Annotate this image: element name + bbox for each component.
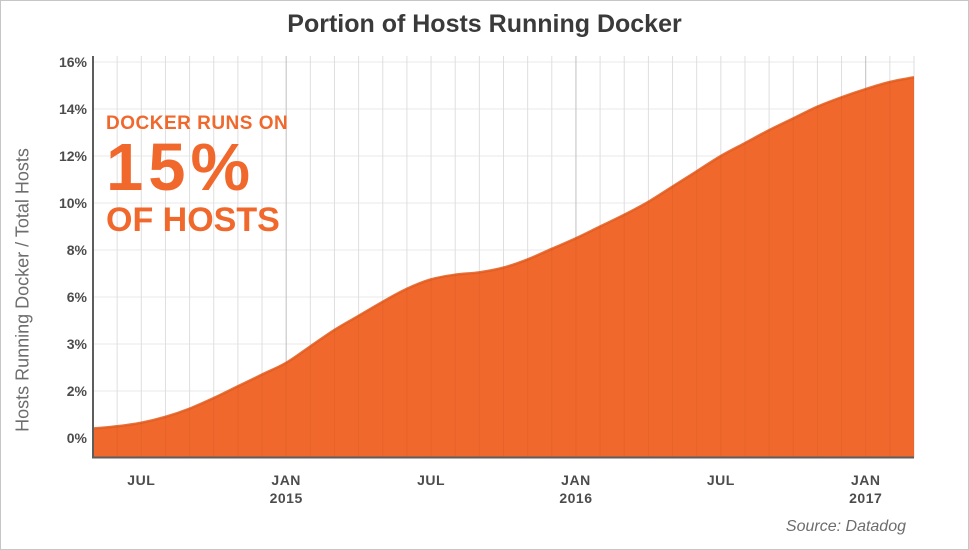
- source-note: Source: Datadog: [785, 518, 906, 535]
- y-axis-tick-label: 12%: [58, 148, 87, 164]
- x-tick-year: 2015: [269, 490, 303, 506]
- annotation-docker-runs-on: DOCKER RUNS ON: [106, 113, 289, 134]
- y-axis-tick-label: 14%: [58, 101, 87, 117]
- callout-annotation: DOCKER RUNS ON 15% OF HOSTS: [106, 113, 288, 239]
- x-axis-tick-label: JUL: [127, 471, 155, 489]
- y-axis-tick-label: 2%: [66, 383, 87, 399]
- x-tick-month: JAN: [561, 472, 591, 488]
- x-tick-month: JAN: [850, 472, 881, 488]
- annotation-15-percent: 15%: [106, 130, 256, 205]
- x-tick-year: 2016: [559, 490, 593, 506]
- x-axis-tick-label: JAN 2017: [849, 471, 882, 507]
- x-tick-year: 2017: [849, 490, 883, 506]
- annotation-of-hosts: OF HOSTS: [106, 201, 280, 239]
- docker-share-area-edge: [92, 76, 915, 430]
- x-tick-month: JUL: [127, 472, 156, 488]
- chart-title: Portion of Hosts Running Docker: [287, 10, 682, 38]
- x-axis-tick-label: JAN 2015: [270, 471, 303, 507]
- y-axis-tick-label: 16%: [58, 54, 87, 70]
- x-axis-tick-label: JUL: [417, 471, 445, 489]
- y-axis-tick-label: 8%: [66, 242, 87, 258]
- x-tick-month: JAN: [271, 472, 301, 488]
- x-axis-tick-label: JAN 2016: [559, 471, 592, 507]
- y-axis-tick-label: 3%: [66, 336, 87, 352]
- x-tick-month: JUL: [706, 472, 735, 488]
- y-axis-tick-label: 10%: [58, 195, 87, 211]
- docker-share-area: [93, 77, 914, 458]
- y-axis-tick-label: 0%: [66, 430, 87, 446]
- x-tick-month: JUL: [417, 472, 446, 488]
- x-axis-tick-label: JUL: [707, 471, 735, 489]
- y-axis-tick-label: 6%: [66, 289, 87, 305]
